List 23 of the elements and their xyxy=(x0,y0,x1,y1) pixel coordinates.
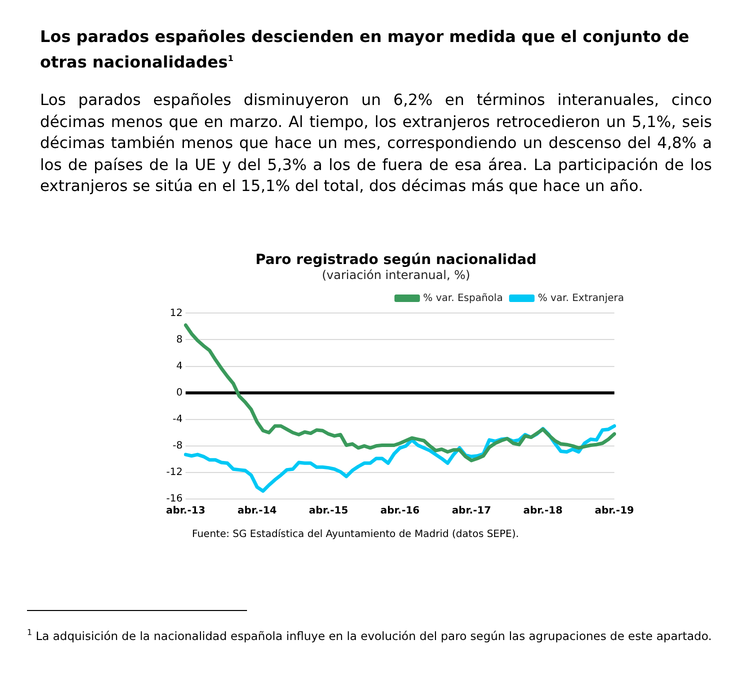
y-tick-label: -12 xyxy=(166,467,183,478)
y-tick-label: -16 xyxy=(166,494,183,505)
y-tick-label: 0 xyxy=(176,387,183,398)
y-tick-label: 8 xyxy=(176,334,183,346)
x-tick-label: abr.-18 xyxy=(523,506,563,517)
x-tick-label: abr.-17 xyxy=(452,506,492,517)
text: Los parados españoles disminuyeron un 6,2% en términos interanuales, cinco décimas menos que en marzo. Al tiempo, los extranjeros retrocedieron un 5,1%, seis décimas también menos que hace un mes, correspondiendo un descenso del 4,8% a los de países de la UE y del 5,3% a los de fuera de esa área. La participación de los extranjeros se sitúa en el 15,1% del total, dos décimas más que hace un año. xyxy=(40,90,712,197)
text: $^{1}$ La adquisición de la nacionalidad española influye en la evolución del paro según las agrupaciones de este apartado. xyxy=(27,627,713,645)
y-tick-label: 12 xyxy=(170,308,183,319)
x-tick-label: abr.-19 xyxy=(594,506,634,517)
x-tick-label: abr.-15 xyxy=(308,506,348,517)
chart-title: Paro registrado según nacionalidad xyxy=(255,252,537,268)
y-tick-label: -8 xyxy=(172,440,183,452)
chart-subtitle: (variación interanual, %) xyxy=(322,268,470,282)
x-tick-label: abr.-13 xyxy=(166,506,206,517)
y-tick-label: -4 xyxy=(172,414,183,425)
text: Los parados españoles descienden en mayor medida que el conjunto de otras nacionalidades$^{1}$ xyxy=(40,26,690,74)
x-tick-label: abr.-16 xyxy=(380,506,420,517)
legend-label: % var. Extranjera xyxy=(538,292,624,304)
x-tick-label: abr.-14 xyxy=(237,506,277,517)
source-note: Fuente: SG Estadística del Ayuntamiento de Madrid (datos SEPE). xyxy=(192,529,519,540)
y-tick-label: 4 xyxy=(176,360,183,372)
legend-label: % var. Española xyxy=(423,292,503,304)
